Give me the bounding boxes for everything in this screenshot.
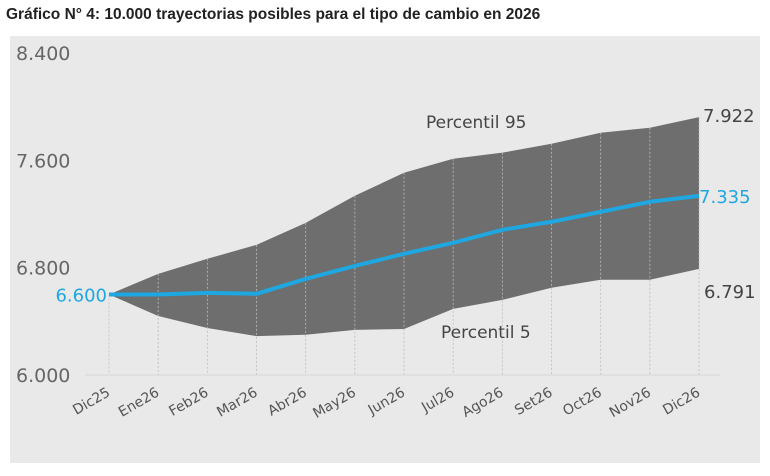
percentile-95-label: Percentil 95: [426, 113, 526, 133]
end-upper-label: 7.922: [703, 106, 755, 127]
y-tick-label: 7.600: [16, 150, 70, 172]
start-value-label: 6.600: [55, 286, 107, 307]
chart-title: Gráfico N° 4: 10.000 trayectorias posibl…: [6, 6, 541, 23]
end-central-label: 7.335: [699, 187, 751, 208]
end-lower-label: 6.791: [704, 282, 756, 303]
percentile-5-label: Percentil 5: [441, 323, 531, 343]
y-tick-label: 8.400: [16, 43, 70, 65]
y-tick-label: 6.000: [16, 365, 70, 387]
y-tick-label: 6.800: [16, 258, 70, 280]
central-path-line: [109, 193, 700, 297]
